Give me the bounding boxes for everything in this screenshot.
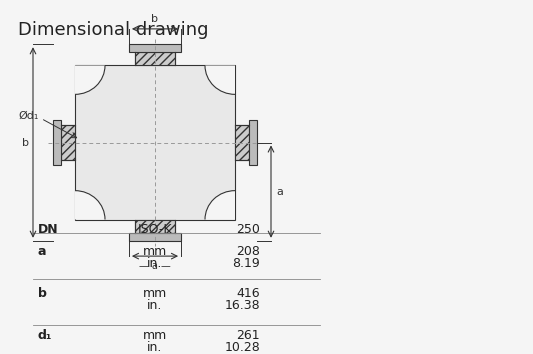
Wedge shape [75, 65, 105, 95]
Text: 10.28: 10.28 [224, 341, 260, 354]
Bar [235, 125, 249, 160]
Text: a: a [276, 187, 283, 196]
Text: 261: 261 [236, 329, 260, 342]
Text: Ød₁: Ød₁ [19, 110, 39, 121]
Bar [53, 120, 61, 165]
Text: ISO-K: ISO-K [138, 223, 172, 236]
Text: in.: in. [147, 341, 163, 354]
Text: 8.19: 8.19 [232, 257, 260, 270]
Text: DN: DN [38, 223, 59, 236]
Text: in.: in. [147, 257, 163, 270]
Text: Dimensional drawing: Dimensional drawing [18, 21, 208, 39]
Text: b: b [22, 137, 29, 148]
Text: mm: mm [143, 245, 167, 258]
Text: mm: mm [143, 329, 167, 342]
Text: b: b [38, 286, 47, 299]
Text: in.: in. [147, 299, 163, 312]
Wedge shape [205, 191, 235, 219]
Text: b: b [151, 14, 158, 24]
Bar [61, 125, 75, 160]
Bar [129, 233, 181, 241]
Wedge shape [205, 65, 235, 95]
Text: 208: 208 [236, 245, 260, 258]
Text: mm: mm [143, 286, 167, 299]
Text: 416: 416 [236, 286, 260, 299]
Text: a: a [38, 245, 46, 258]
Bar [129, 44, 181, 52]
Bar [135, 219, 175, 233]
Wedge shape [75, 191, 105, 219]
Bar [249, 120, 257, 165]
Text: d₁: d₁ [38, 329, 52, 342]
Text: 250: 250 [236, 223, 260, 236]
Bar [75, 65, 235, 219]
Text: — a —: — a — [139, 261, 171, 271]
Text: 16.38: 16.38 [224, 299, 260, 312]
Bar [135, 52, 175, 65]
